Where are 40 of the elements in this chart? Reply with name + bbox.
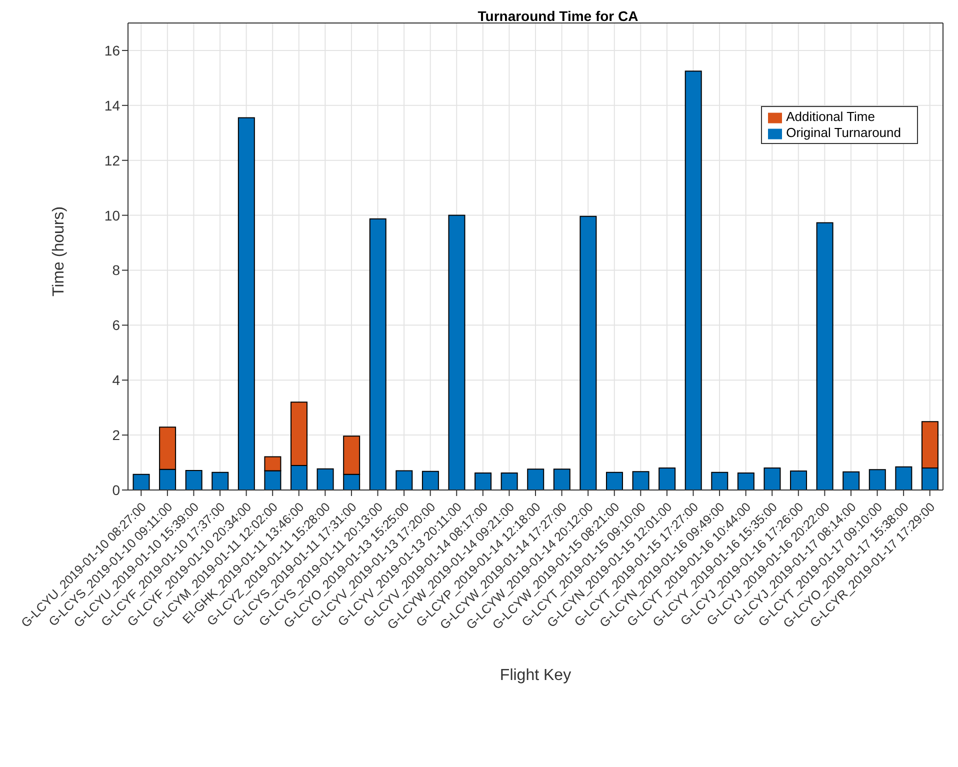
bar	[316, 468, 334, 490]
y-tick-label: 8	[112, 262, 120, 278]
bar	[527, 468, 544, 490]
y-tick-label: 6	[112, 317, 120, 334]
bar	[238, 117, 255, 490]
y-tick-label: 14	[104, 97, 120, 114]
bar	[816, 222, 834, 490]
bar	[684, 70, 702, 490]
bar	[737, 472, 754, 490]
y-tick-label: 12	[104, 152, 120, 168]
y-tick-label: 2	[112, 427, 120, 444]
bar	[212, 472, 229, 490]
bar	[396, 470, 413, 490]
legend-label: Additional Time	[786, 109, 875, 124]
bar	[422, 470, 439, 490]
bar	[448, 214, 466, 490]
bar	[632, 471, 650, 490]
bar	[764, 468, 781, 490]
y-tick-label: 10	[104, 207, 120, 224]
bar	[580, 216, 597, 490]
y-tick-label: 4	[112, 372, 120, 388]
bar	[553, 468, 570, 490]
x-axis-title: Flight Key	[500, 667, 572, 684]
legend-label: Original Turnaround	[786, 125, 901, 140]
bar	[606, 472, 623, 490]
bar	[842, 471, 860, 490]
y-tick-label: 0	[112, 482, 120, 498]
y-axis-title: Time (hours)	[50, 206, 68, 296]
bar	[868, 469, 886, 490]
bar	[895, 466, 912, 490]
bar	[711, 472, 728, 490]
bar	[658, 468, 676, 490]
bar	[474, 472, 492, 490]
chart-title: Turnaround Time for CA	[476, 8, 640, 24]
bar	[369, 218, 386, 490]
bar	[132, 474, 150, 490]
bar	[185, 470, 202, 490]
bar	[790, 470, 808, 490]
y-tick-label: 16	[104, 42, 120, 58]
bar	[500, 472, 518, 490]
